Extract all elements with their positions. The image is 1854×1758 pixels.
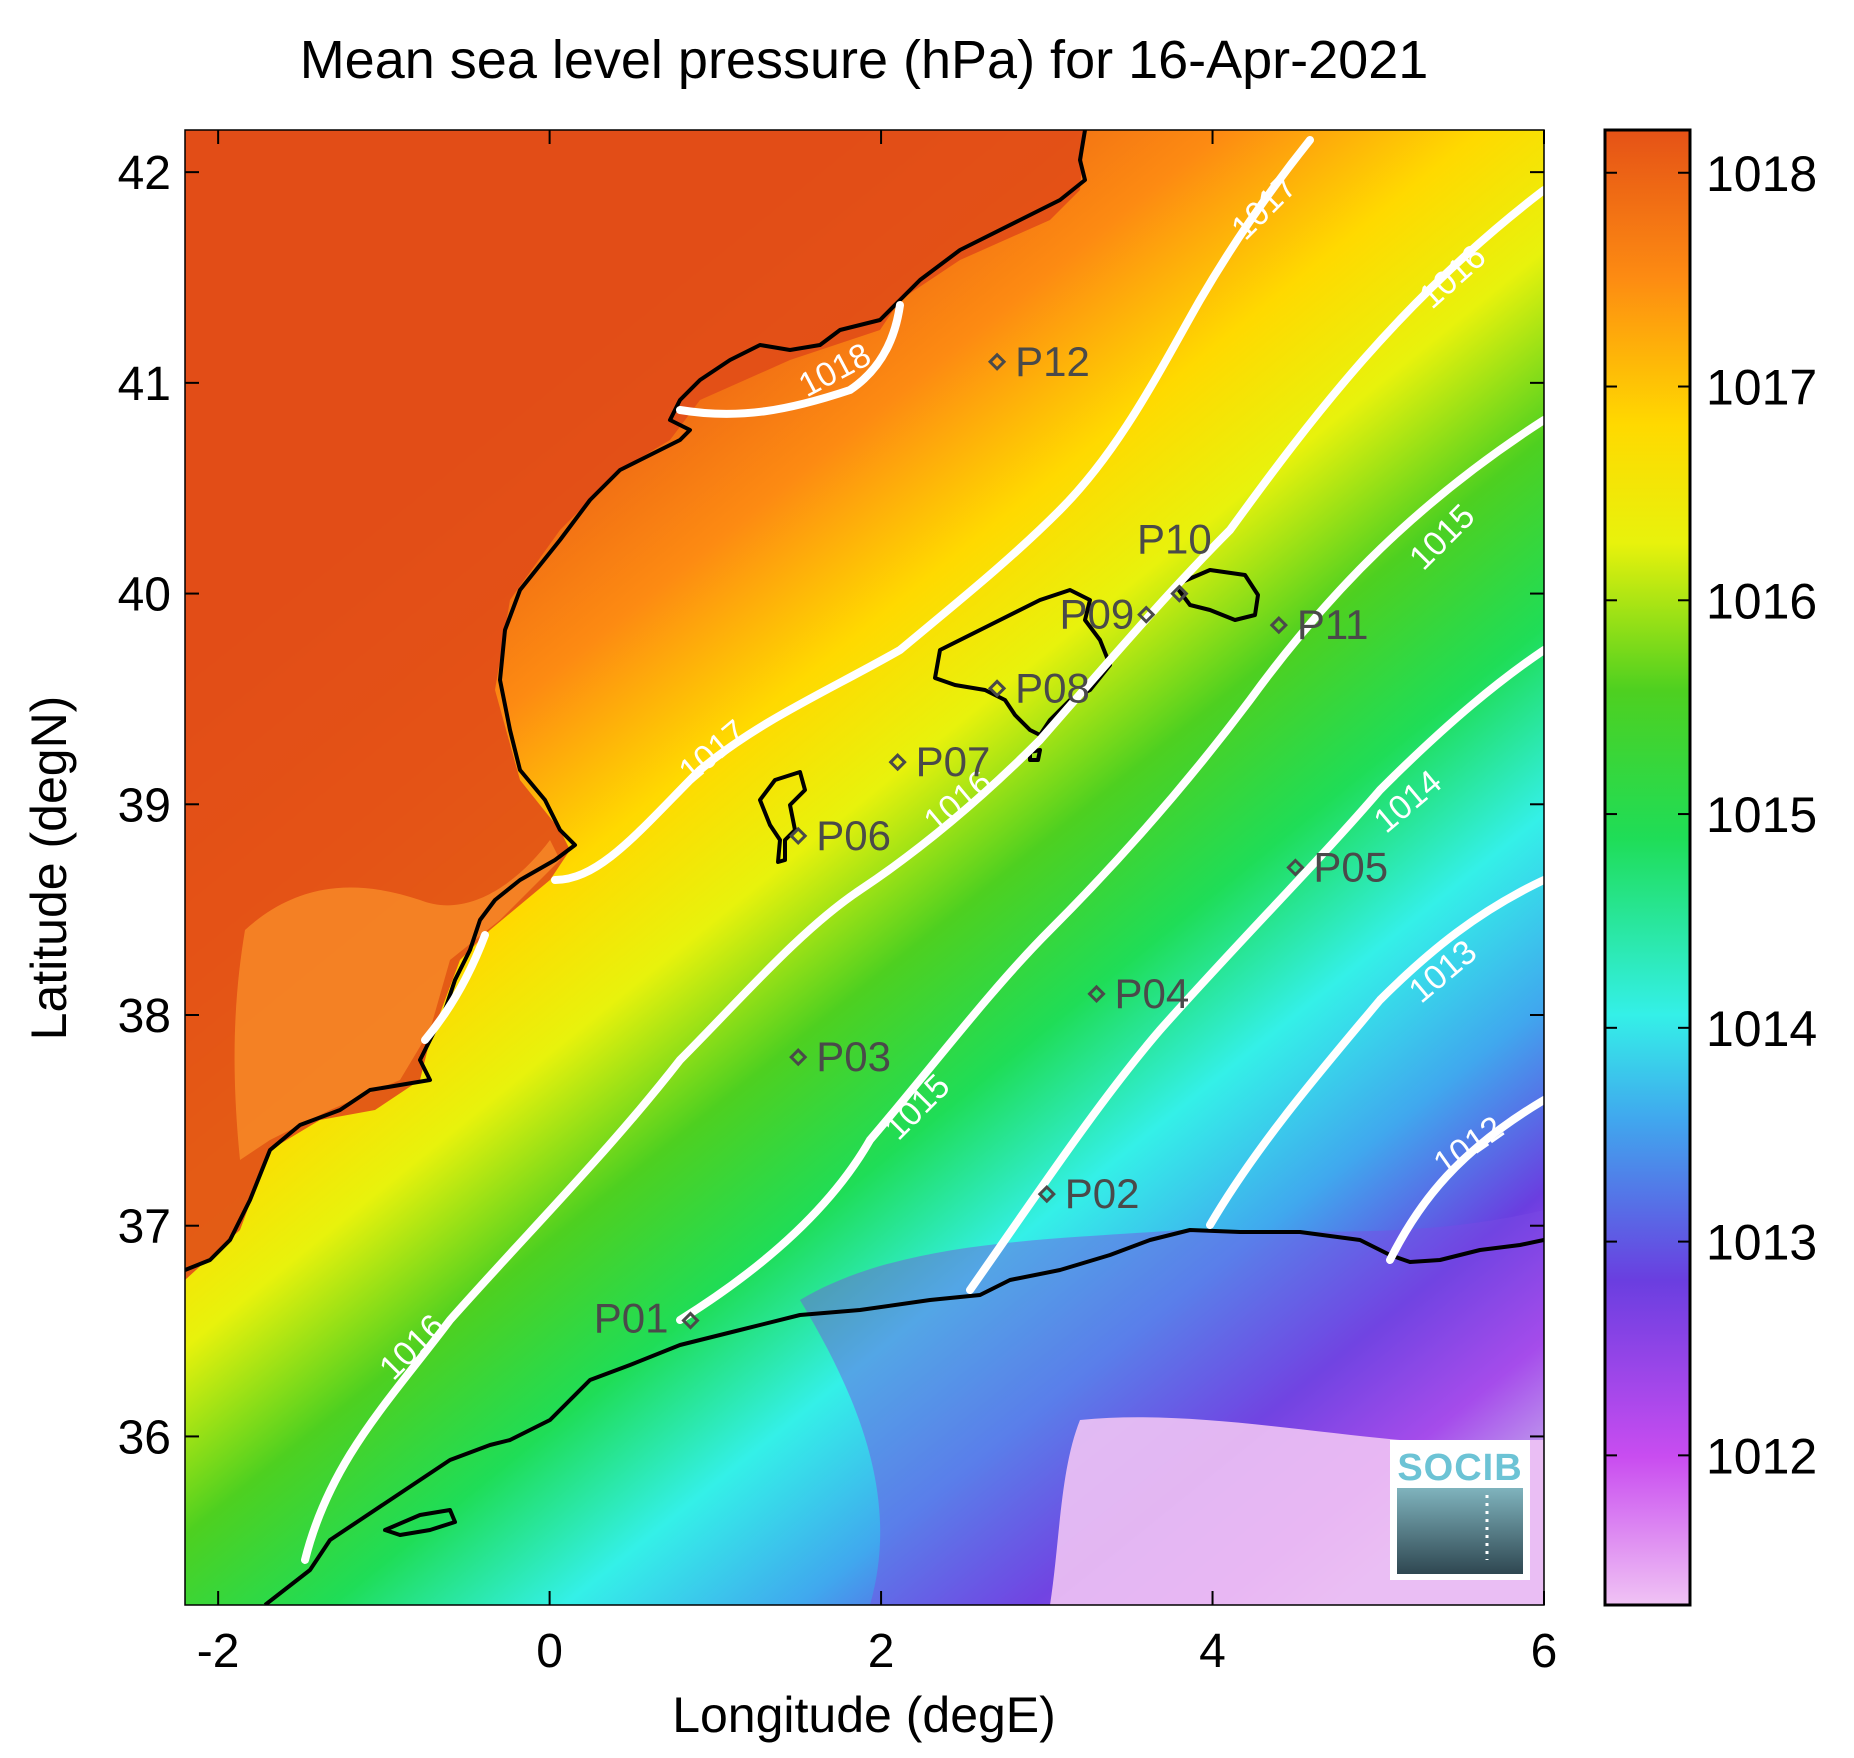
colorbar-ticks: 1012 1013 1014 1015 1016 1017 1018 [1605, 146, 1817, 1484]
station-marker-icon [789, 826, 808, 846]
x-axis-label: Longitude (degE) [672, 1687, 1056, 1743]
station-label: P03 [816, 1033, 891, 1080]
plot-area: 1018 1017 1017 1016 1016 1016 1015 1015 … [185, 130, 1544, 1605]
contour-1016 [301, 186, 1544, 1564]
logo-wave-image [1397, 1488, 1523, 1574]
colorbar-tick-label: 1013 [1706, 1215, 1817, 1271]
alboran-island [383, 1508, 457, 1537]
contour-1014 [966, 646, 1544, 1294]
station-label: P09 [1060, 591, 1135, 638]
station-p10: P10 [1137, 516, 1212, 603]
station-p01: P01 [594, 1295, 700, 1342]
station-p05: P05 [1286, 844, 1388, 891]
x-tick-label: 6 [1531, 1625, 1558, 1678]
contour-lines [301, 136, 1544, 1564]
station-label: P10 [1137, 516, 1212, 563]
station-label: P12 [1015, 338, 1090, 385]
plot-frame [184, 129, 1545, 1606]
station-marker-icon [1037, 1184, 1056, 1204]
y-tick-label: 36 [118, 1411, 171, 1464]
station-label: P01 [594, 1295, 669, 1342]
station-p02: P02 [1037, 1170, 1140, 1217]
x-tick-label: 0 [536, 1625, 563, 1678]
colorbar-tick-label: 1016 [1706, 573, 1817, 629]
station-label: P08 [1015, 664, 1090, 711]
colorbar-tick-label: 1012 [1706, 1428, 1817, 1484]
colorbar-tick-label: 1018 [1706, 146, 1817, 202]
socib-logo: SOCIB [1390, 1440, 1530, 1580]
station-label: P04 [1115, 970, 1190, 1017]
contour-1018 [676, 301, 904, 418]
station-marker-icon [987, 679, 1007, 698]
station-label: P05 [1313, 844, 1388, 891]
station-marker-icon [1286, 858, 1305, 877]
x-tick-label: -2 [197, 1625, 240, 1678]
station-marker-icon [1087, 984, 1106, 1004]
colorbar-tick-label: 1017 [1706, 360, 1817, 416]
station-p08: P08 [987, 664, 1090, 711]
station-marker-icon [681, 1311, 700, 1330]
contour-1013 [1206, 876, 1544, 1229]
contour-1017-west [421, 931, 489, 1044]
station-p09: P09 [1060, 591, 1156, 638]
y-tick-label: 39 [118, 779, 171, 832]
station-p03: P03 [789, 1033, 891, 1080]
station-marker-icon [789, 1048, 808, 1067]
y-tick-label: 41 [118, 358, 171, 411]
colorbar-tick-label: 1015 [1706, 787, 1817, 843]
cabrera-coastline [1028, 748, 1042, 762]
station-label: P06 [816, 812, 891, 859]
x-axis-ticks: -2 0 2 4 6 [197, 130, 1558, 1678]
y-tick-label: 42 [118, 147, 171, 200]
logo-text: SOCIB [1397, 1447, 1522, 1489]
contour-1017 [551, 136, 1314, 884]
y-axis-label: Latitude (degN) [21, 696, 77, 1041]
y-axis-ticks: 36 37 38 39 40 41 42 [118, 147, 1544, 1464]
station-marker-icon [1137, 605, 1156, 624]
contour-1015 [676, 416, 1544, 1324]
y-tick-label: 38 [118, 990, 171, 1043]
station-p04: P04 [1087, 970, 1190, 1017]
colorbar: 1012 1013 1014 1015 1016 1017 1018 [1603, 128, 1817, 1607]
station-p06: P06 [789, 812, 891, 859]
station-p11: P11 [1269, 601, 1369, 648]
colorbar-tick-label: 1014 [1706, 1001, 1817, 1057]
x-tick-label: 2 [868, 1625, 895, 1678]
station-marker-icon [888, 753, 907, 772]
station-marker-icon [1170, 584, 1189, 603]
station-p07: P07 [888, 738, 991, 785]
x-tick-label: 4 [1199, 1625, 1226, 1678]
iberian-coastline [185, 130, 1087, 1272]
station-label: P11 [1297, 601, 1369, 648]
map-title: Mean sea level pressure (hPa) for 16-Apr… [300, 30, 1429, 90]
colorbar-ramp [1603, 128, 1692, 1607]
station-p12: P12 [987, 338, 1090, 385]
station-marker-icon [987, 352, 1007, 371]
station-label: P07 [916, 738, 991, 785]
y-tick-label: 40 [118, 569, 171, 622]
north-africa-coastline [263, 1228, 1544, 1605]
station-marker-icon [1269, 616, 1288, 635]
y-tick-label: 37 [118, 1201, 171, 1254]
menorca-coastline [1173, 568, 1260, 622]
station-label: P02 [1065, 1170, 1140, 1217]
contour-1012 [1386, 1096, 1544, 1264]
